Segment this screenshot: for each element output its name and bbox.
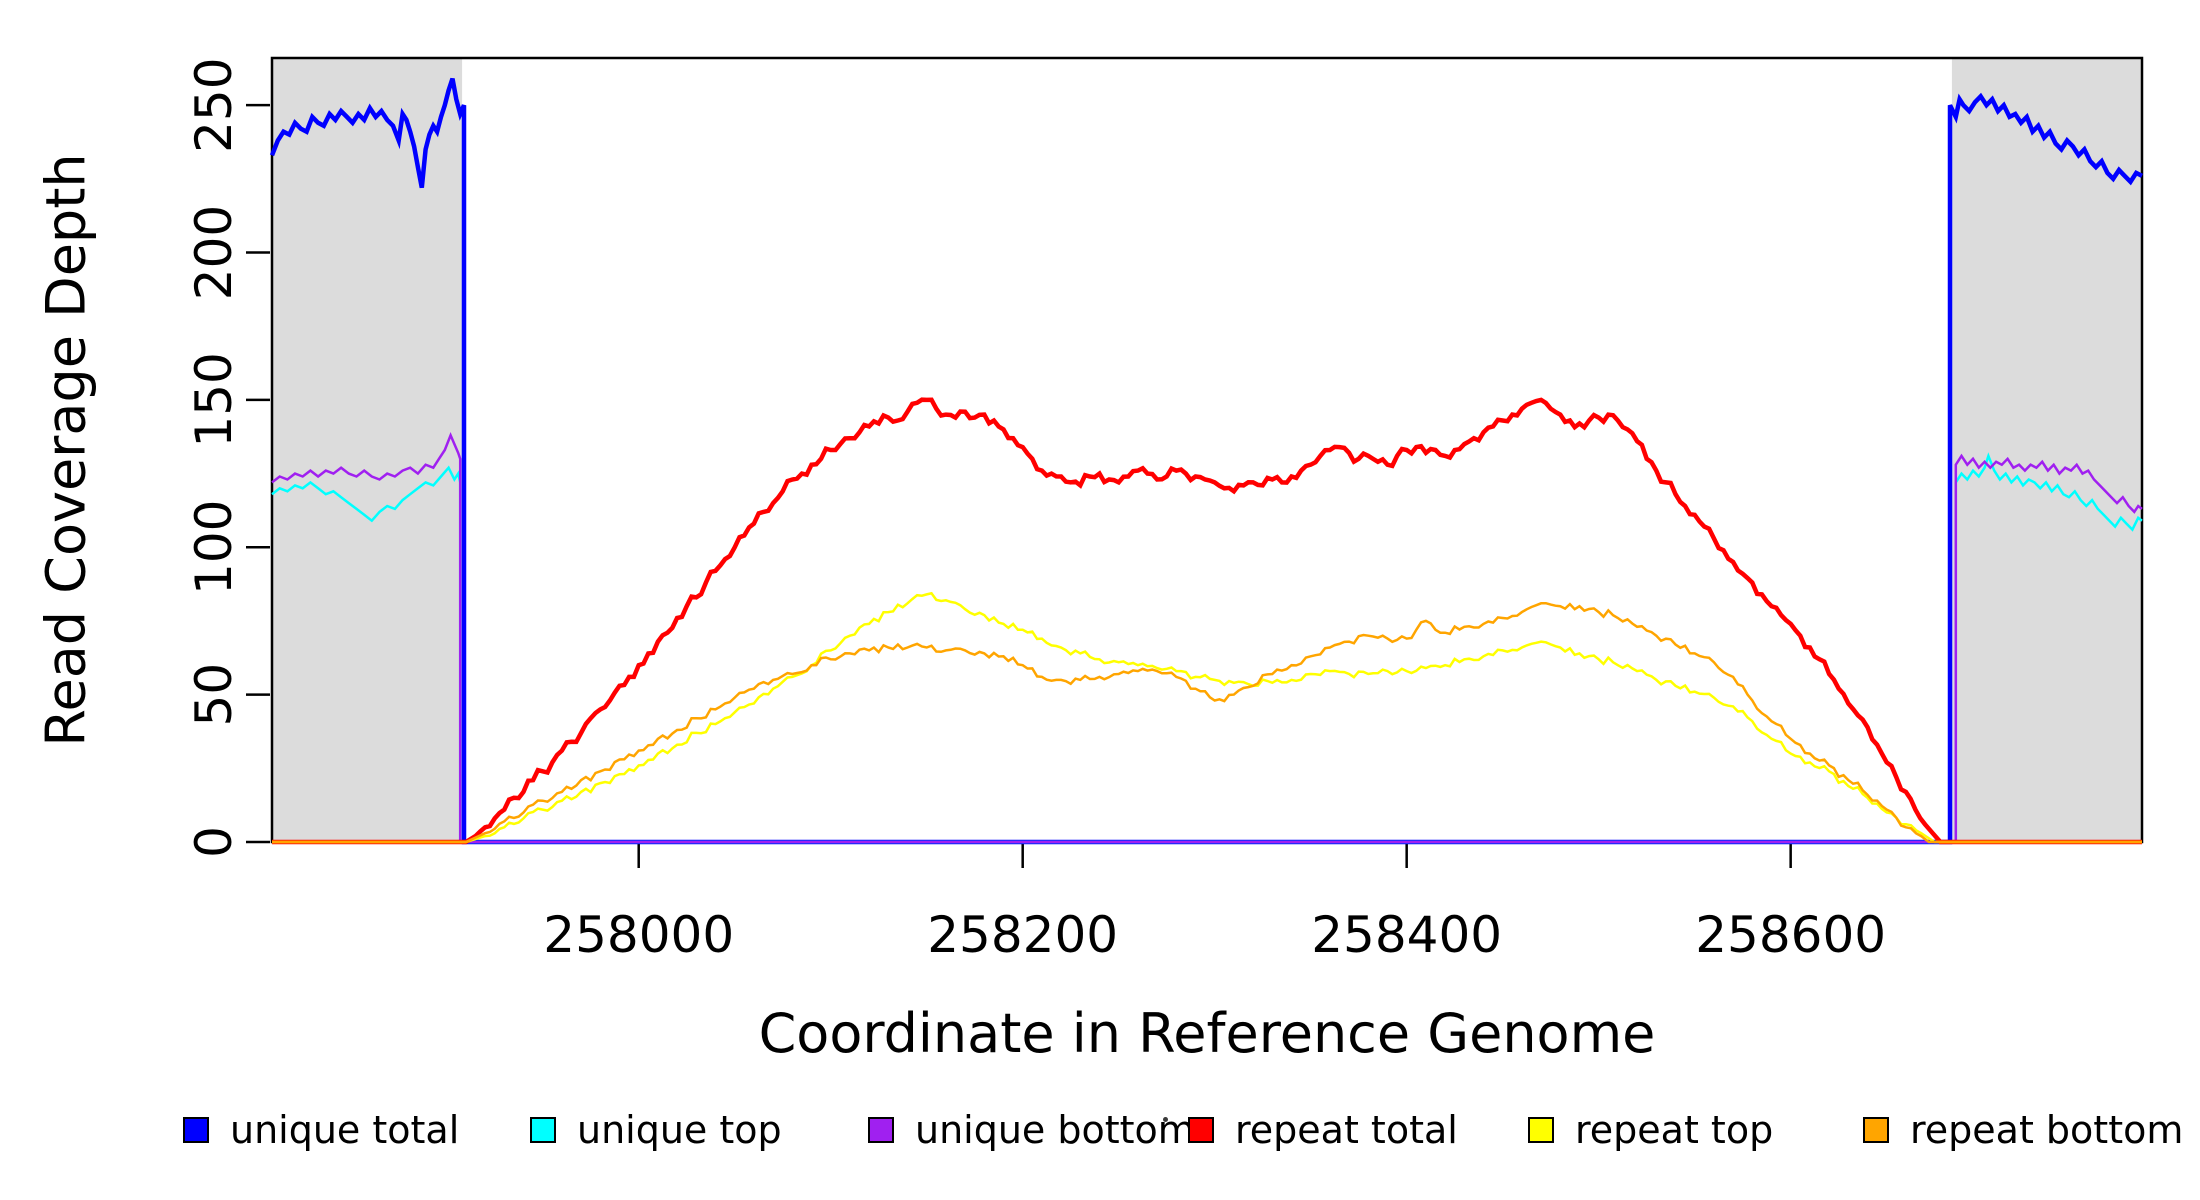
series-repeat-bottom bbox=[272, 601, 2142, 844]
x-tick-label: 258600 bbox=[1695, 906, 1886, 964]
y-tick-label: 50 bbox=[185, 663, 243, 727]
legend-label: unique bottom bbox=[915, 1108, 1195, 1152]
legend-label: repeat bottom bbox=[1910, 1108, 2184, 1152]
series-unique-top bbox=[271, 452, 2143, 844]
y-tick-label: 150 bbox=[185, 352, 243, 447]
legend-item-repeat-bottom: repeat bottom bbox=[1863, 1108, 2183, 1152]
y-tick-label: 100 bbox=[185, 500, 243, 595]
legend-swatch bbox=[530, 1117, 556, 1143]
legend-swatch bbox=[1528, 1117, 1554, 1143]
legend-item-repeat-top: repeat top bbox=[1528, 1108, 1773, 1152]
legend-label: repeat total bbox=[1235, 1108, 1458, 1152]
plot-frame bbox=[270, 56, 2144, 844]
legend-item-unique-total: unique total bbox=[183, 1108, 459, 1152]
shaded-region bbox=[272, 58, 463, 842]
series-repeat-top bbox=[272, 591, 2142, 844]
legend-label: repeat top bbox=[1575, 1108, 1774, 1152]
shaded-region bbox=[1951, 58, 2142, 842]
x-tick-label: 258400 bbox=[1311, 906, 1502, 964]
legend-swatch bbox=[1188, 1117, 1214, 1143]
x-tick-label: 258200 bbox=[927, 906, 1118, 964]
y-axis-title: Read Coverage Depth bbox=[34, 153, 98, 747]
legend-item-unique-top: unique top bbox=[530, 1108, 782, 1152]
legend-item-repeat-total: repeat total bbox=[1188, 1108, 1458, 1152]
series-unique-total bbox=[269, 77, 2144, 845]
legend-label: unique top bbox=[577, 1108, 782, 1152]
legend-label: unique total bbox=[230, 1108, 460, 1152]
y-tick-label: 200 bbox=[185, 205, 243, 300]
stray-dot-artifact bbox=[1163, 1117, 1168, 1122]
series-unique-bottom bbox=[271, 432, 2143, 844]
legend-swatch bbox=[868, 1117, 894, 1143]
legend: unique total unique top unique bottom repea… bbox=[0, 1108, 2200, 1168]
series-repeat-total bbox=[272, 397, 2142, 845]
y-tick-label: 250 bbox=[185, 57, 243, 152]
legend-item-unique-bottom: unique bottom bbox=[868, 1108, 1195, 1152]
y-tick-label: 0 bbox=[185, 826, 243, 858]
legend-swatch bbox=[183, 1117, 209, 1143]
x-tick-label: 258000 bbox=[543, 906, 734, 964]
x-axis-title: Coordinate in Reference Genome bbox=[758, 1002, 1656, 1065]
legend-swatch bbox=[1863, 1117, 1889, 1143]
